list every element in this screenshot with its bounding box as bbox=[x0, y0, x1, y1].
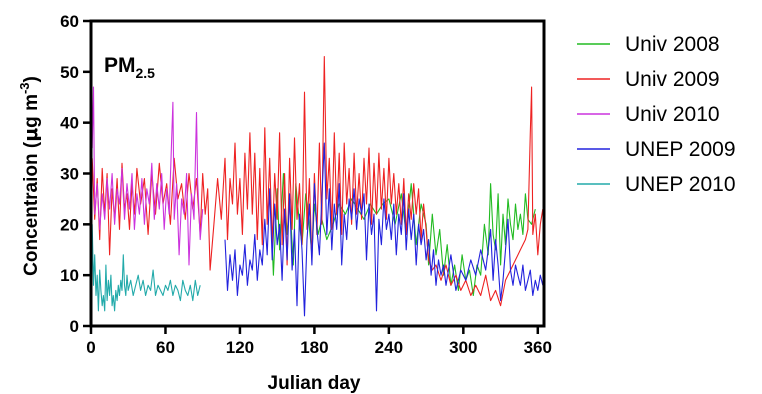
annotation-sub: 2.5 bbox=[136, 65, 156, 81]
y-tick-label: 30 bbox=[60, 165, 79, 184]
y-tick-label: 20 bbox=[60, 215, 79, 234]
legend-label: Univ 2009 bbox=[625, 68, 720, 91]
x-axis-title: Julian day bbox=[268, 373, 361, 394]
series-lines bbox=[91, 56, 544, 317]
x-axis: 0 60 120 180 240 300 360 bbox=[86, 326, 552, 357]
y-tick-label: 40 bbox=[60, 114, 79, 133]
legend-label: UNEP 2009 bbox=[625, 138, 736, 161]
legend-label: Univ 2008 bbox=[625, 33, 720, 56]
x-tick-label: 180 bbox=[300, 338, 328, 357]
annotation-main: PM bbox=[104, 54, 136, 77]
legend-label: Univ 2010 bbox=[625, 103, 720, 126]
legend-item: Univ 2008 bbox=[577, 33, 720, 56]
x-tick-label: 360 bbox=[524, 338, 552, 357]
chart-annotation: PM2.5 bbox=[104, 54, 155, 81]
y-axis-title: Concentraion (μg m-3) bbox=[17, 76, 42, 276]
y-axis: 0 10 20 30 40 50 60 bbox=[60, 12, 91, 336]
x-tick-label: 240 bbox=[375, 338, 403, 357]
y-tick-label: 60 bbox=[60, 12, 79, 31]
legend-item: Univ 2009 bbox=[577, 68, 720, 91]
y-tick-label: 10 bbox=[60, 266, 79, 285]
series-line-unep-2009 bbox=[224, 142, 544, 317]
legend: Univ 2008 Univ 2009 Univ 2010 UNEP 2009 UNEP… bbox=[577, 33, 736, 196]
series-line-univ-2010 bbox=[91, 86, 204, 266]
x-tick-label: 60 bbox=[156, 338, 175, 357]
series-line-unep-2010 bbox=[91, 224, 201, 312]
y-tick-label: 0 bbox=[70, 317, 79, 336]
legend-item: UNEP 2010 bbox=[577, 173, 736, 196]
x-tick-label: 120 bbox=[226, 338, 254, 357]
series-line-univ-2009 bbox=[91, 56, 544, 307]
y-tick-label: 50 bbox=[60, 63, 79, 82]
legend-label: UNEP 2010 bbox=[625, 173, 736, 196]
x-tick-label: 300 bbox=[449, 338, 477, 357]
legend-item: UNEP 2009 bbox=[577, 138, 736, 161]
x-tick-label: 0 bbox=[86, 338, 95, 357]
legend-item: Univ 2010 bbox=[577, 103, 720, 126]
